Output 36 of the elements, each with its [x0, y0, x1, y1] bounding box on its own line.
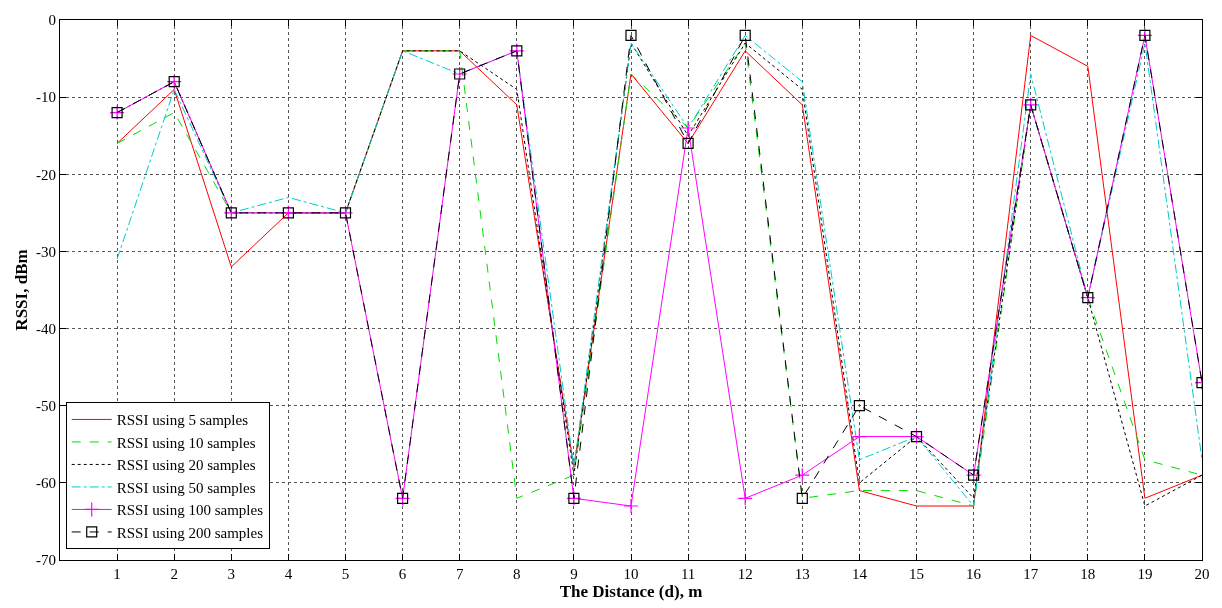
legend-label: RSSI using 10 samples — [116, 434, 256, 451]
x-tick-label: 16 — [966, 566, 982, 582]
y-tick-label: -50 — [36, 397, 56, 414]
x-tick-label: 18 — [1080, 566, 1096, 582]
y-tick-label: 0 — [48, 12, 56, 29]
x-tick-label: 2 — [170, 566, 178, 582]
legend-label: RSSI using 20 samples — [116, 457, 256, 474]
x-tick-label: 10 — [623, 566, 639, 582]
x-tick-label: 17 — [1023, 566, 1039, 582]
x-tick-label: 3 — [227, 566, 236, 582]
x-tick-label: 1 — [113, 566, 121, 582]
x-tick-label: 5 — [341, 566, 350, 582]
x-tick-label: 12 — [737, 566, 753, 582]
y-axis-title: RSSI, dBm — [11, 249, 31, 331]
y-tick-label: -40 — [36, 320, 56, 337]
y-tick-label: -20 — [36, 166, 56, 183]
x-axis-title: The Distance (d), m — [559, 582, 703, 601]
x-tick-label: 8 — [513, 566, 521, 582]
y-tick-label: -10 — [36, 89, 56, 106]
legend-label: RSSI using 200 samples — [116, 524, 264, 541]
x-tick-label: 11 — [680, 566, 696, 582]
x-tick-label: 19 — [1137, 566, 1153, 582]
y-tick-label: -60 — [36, 475, 56, 492]
legend-label: RSSI using 50 samples — [116, 479, 256, 496]
x-tick-label: 9 — [570, 566, 578, 582]
legend-label: RSSI using 5 samples — [116, 412, 249, 429]
x-tick-label: 20 — [1194, 566, 1210, 582]
legend-label: RSSI using 100 samples — [116, 502, 264, 519]
x-tick-label: 14 — [851, 566, 868, 582]
x-tick-label: 4 — [284, 566, 293, 582]
y-tick-label: -30 — [36, 243, 56, 260]
x-tick-label: 13 — [794, 566, 810, 582]
x-tick-label: 15 — [909, 566, 924, 582]
y-tick-label: -70 — [36, 552, 56, 569]
x-tick-label: 6 — [398, 566, 407, 582]
x-tick-label: 7 — [455, 566, 464, 582]
